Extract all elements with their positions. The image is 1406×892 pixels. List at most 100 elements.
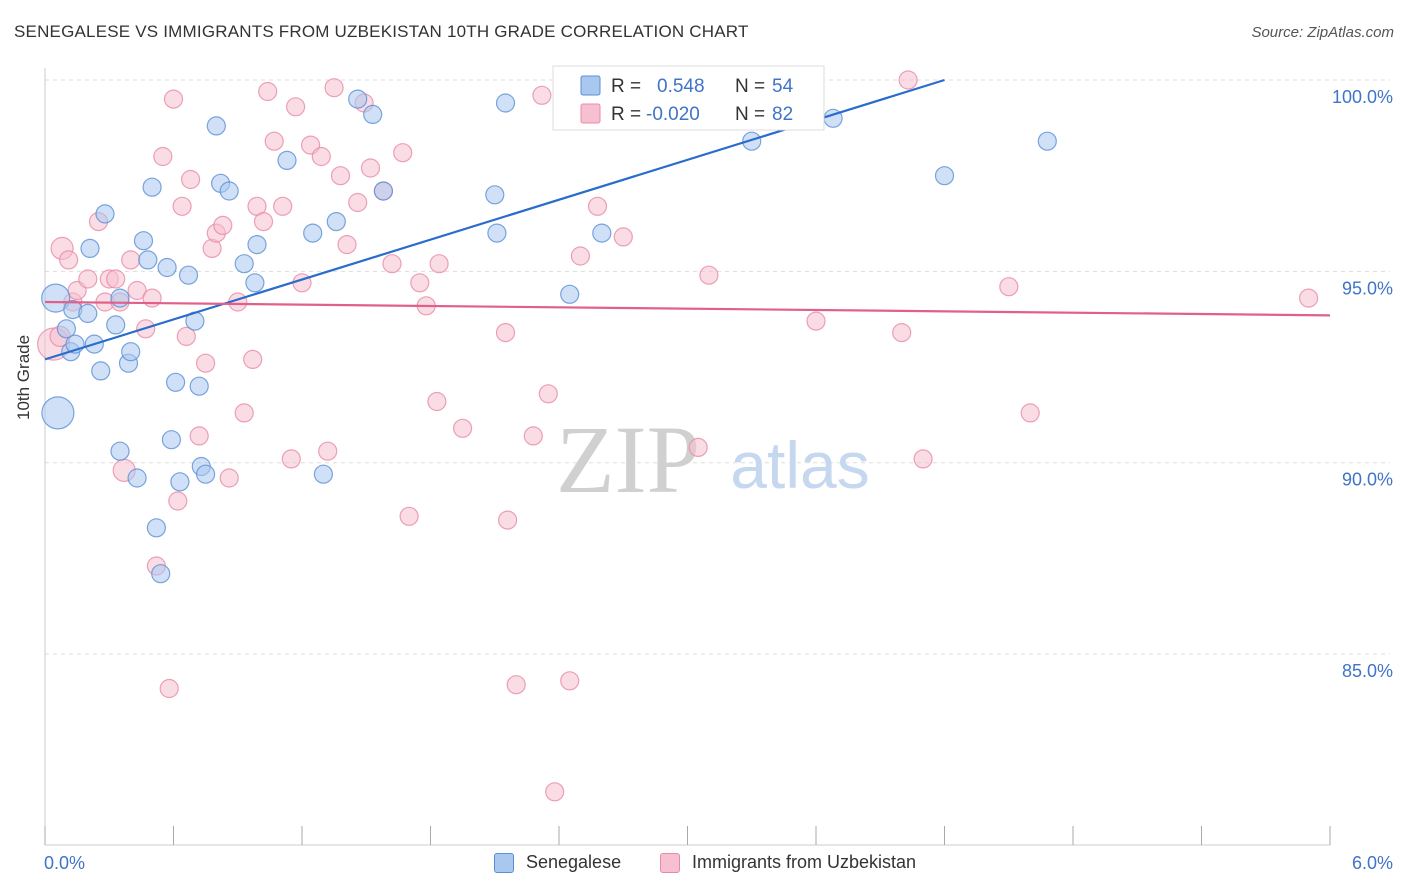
uzbekistan-point <box>121 250 141 270</box>
uzbekistan-point <box>127 280 147 301</box>
y-tick-label: 85.0% <box>1342 661 1393 681</box>
uzbekistan-point <box>172 196 192 216</box>
uzbekistan-point <box>1298 288 1319 308</box>
uzbekistan-point <box>286 97 306 117</box>
uzbekistan-point <box>399 506 419 526</box>
axes <box>44 68 1331 846</box>
uzbekistan-point <box>427 391 447 412</box>
legend-n-value-2: 82 <box>772 104 793 125</box>
uzbekistan-point <box>106 269 126 289</box>
uzbekistan-point <box>330 166 351 186</box>
senegalese-point <box>110 441 130 461</box>
senegalese-point <box>91 361 111 381</box>
uzbekistan-point <box>324 78 344 98</box>
senegalese-point <box>234 254 254 274</box>
uzbekistan-point <box>253 212 274 232</box>
senegalese-point <box>487 223 507 243</box>
senegalese-point <box>277 150 297 170</box>
uzbekistan-point <box>999 277 1019 297</box>
uzbekistan-point <box>176 326 196 346</box>
source-label: Source: ZipAtlas.com <box>1251 24 1394 41</box>
uzbekistan-point <box>688 437 708 457</box>
senegalese-point <box>495 93 516 113</box>
senegalese-point <box>121 342 141 362</box>
senegalese-point <box>95 204 115 224</box>
uzbekistan-point <box>318 441 338 461</box>
senegalese-point <box>161 430 181 450</box>
uzbekistan-point <box>1020 403 1040 423</box>
legend-label-senegalese: Senegalese <box>526 852 622 872</box>
legend-r-value-2: -0.020 <box>646 104 700 125</box>
legend-n-label-1: N = <box>735 76 765 97</box>
uzbekistan-point <box>498 510 518 530</box>
y-tick-label: 100.0% <box>1332 87 1393 107</box>
senegalese-point <box>133 231 154 251</box>
legend-item-senegalese[interactable]: Senegalese <box>494 852 621 873</box>
uzbekistan-point <box>410 273 430 293</box>
legend-item-uzbekistan[interactable]: Immigrants from Uzbekistan <box>660 852 916 873</box>
uzbekistan-point <box>699 265 719 285</box>
senegalese-point <box>166 372 186 392</box>
x-tick-label-max: 6.0% <box>1352 853 1393 873</box>
uzbekistan-point <box>213 215 233 235</box>
uzbekistan-point <box>570 246 591 266</box>
legend-n-label-2: N = <box>735 104 765 125</box>
uzbekistan-point <box>360 158 381 178</box>
watermark-zip: ZIP <box>556 406 700 513</box>
senegalese-point <box>110 288 130 308</box>
senegalese-point <box>170 472 190 492</box>
tick-labels: 85.0% 90.0% 95.0% 100.0% 0.0% 6.0% <box>44 87 1393 873</box>
uzbekistan-point <box>163 89 184 109</box>
senegalese-point <box>245 273 265 293</box>
watermark: ZIP atlas <box>556 406 870 513</box>
uzbekistan-point <box>523 426 543 446</box>
uzbekistan-point <box>153 146 173 167</box>
senegalese-point <box>247 235 267 255</box>
bottom-legend: Senegalese Immigrants from Uzbekistan <box>0 852 1406 878</box>
legend-label-uzbekistan: Immigrants from Uzbekistan <box>692 852 917 872</box>
uzbekistan-point <box>243 349 263 369</box>
senegalese-point <box>206 116 226 136</box>
uzbekistan-point <box>181 169 201 190</box>
gridlines <box>45 79 1390 655</box>
uzbekistan-point <box>58 250 79 270</box>
uzbekistan-point <box>311 146 331 167</box>
senegalese-point <box>178 265 199 285</box>
legend-n-value-1: 54 <box>772 76 794 97</box>
senegalese-point <box>106 315 126 335</box>
senegalese-point <box>326 212 346 232</box>
uzbekistan-trend-line <box>44 300 1331 317</box>
senegalese-point <box>934 166 955 186</box>
uzbekistan-point <box>429 254 449 274</box>
senegalese-point <box>78 303 98 323</box>
senegalese-point <box>373 181 393 201</box>
senegalese-point <box>485 185 505 205</box>
uzbekistan-point <box>273 196 293 216</box>
legend-box: R = 0.548 N = 54 R = -0.020 N = 82 <box>552 65 825 131</box>
legend-swatch-uzbekistan <box>660 852 680 873</box>
uzbekistan-point <box>159 678 179 699</box>
uzbekistan-point <box>538 384 558 404</box>
series-pink-points <box>36 70 1319 802</box>
senegalese-point <box>303 223 323 243</box>
senegalese-point <box>592 223 612 243</box>
senegalese-point <box>560 284 580 304</box>
legend-r-label-1: R = <box>611 76 641 97</box>
senegalese-point <box>41 283 71 313</box>
uzbekistan-point <box>78 269 98 289</box>
uzbekistan-point <box>453 418 473 438</box>
senegalese-point <box>313 464 333 484</box>
senegalese-point <box>1037 131 1057 151</box>
legend-r-label-2: R = <box>611 104 641 125</box>
senegalese-point <box>41 396 75 430</box>
uzbekistan-point <box>196 353 216 373</box>
uzbekistan-point <box>168 491 188 511</box>
uzbekistan-point <box>613 227 633 247</box>
senegalese-point <box>56 319 77 339</box>
senegalese-point <box>157 257 177 278</box>
uzbekistan-point <box>495 323 516 343</box>
uzbekistan-point <box>258 81 278 102</box>
uzbekistan-point <box>382 254 402 274</box>
senegalese-point <box>196 464 216 484</box>
